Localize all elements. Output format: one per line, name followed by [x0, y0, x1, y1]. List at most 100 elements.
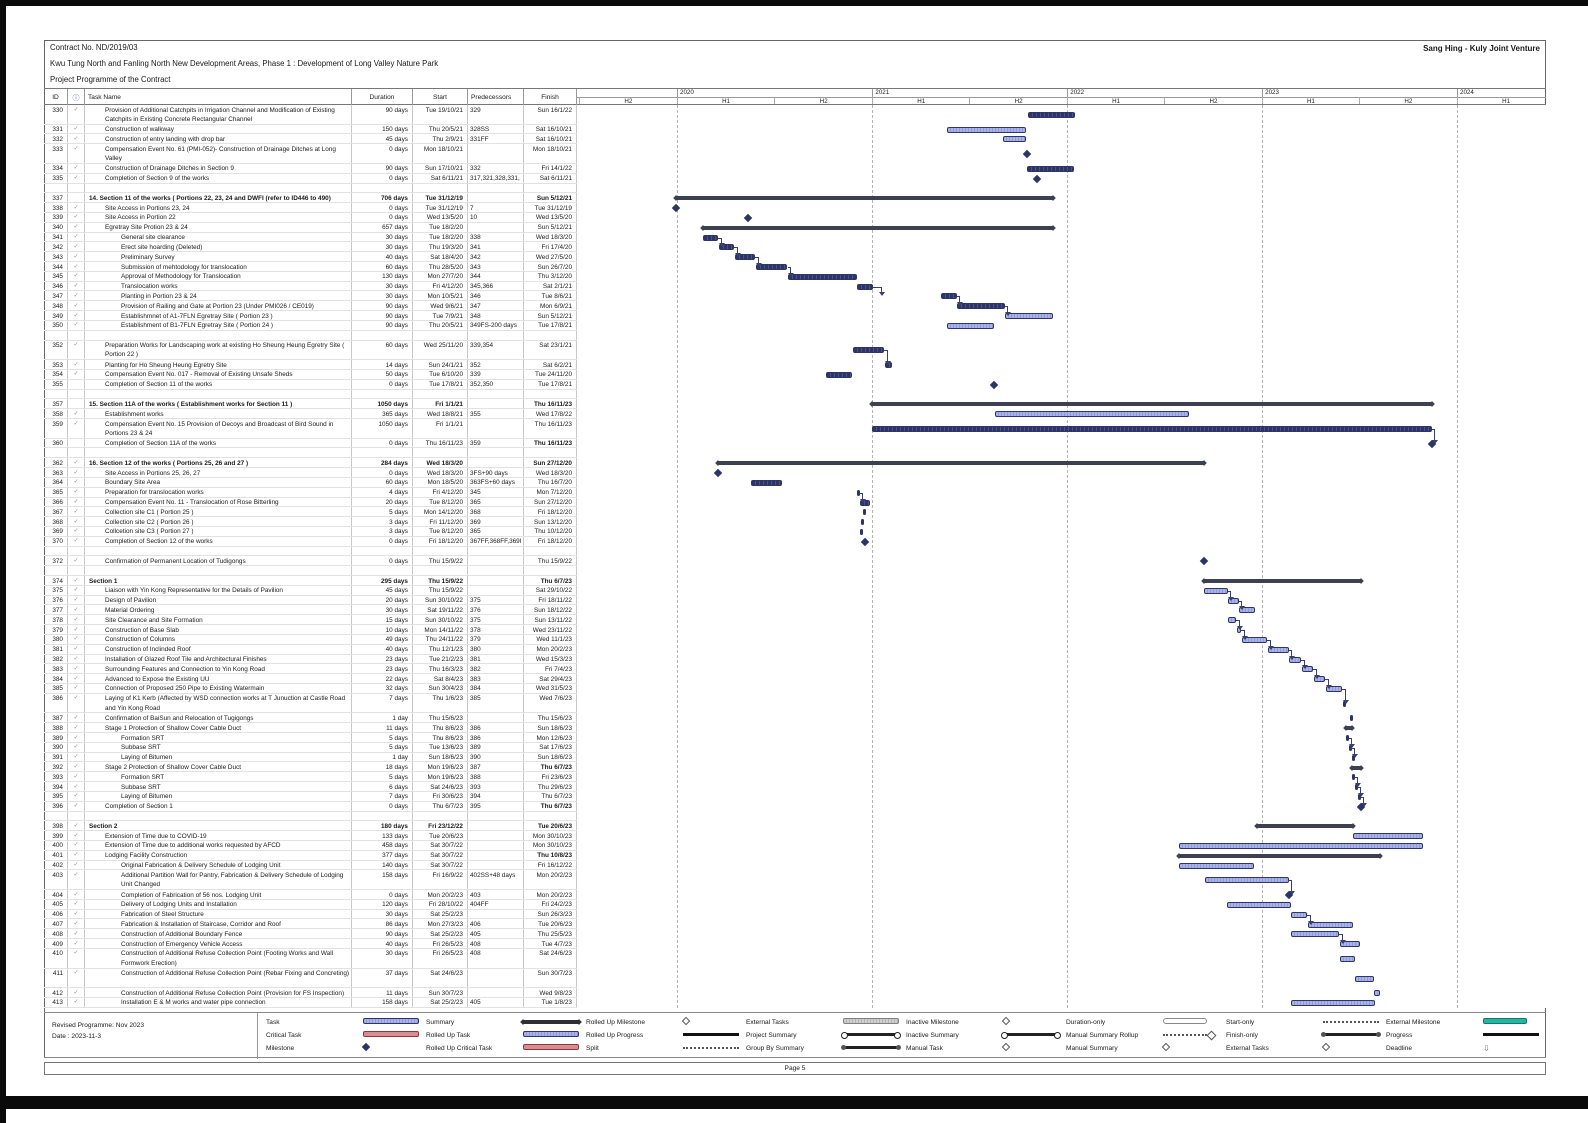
table-row: 332 ✓ Construction of entry landing with d… [44, 134, 577, 145]
task-name-cell: Translocation works [85, 281, 352, 291]
table-row: 333 ✓ Compensation Event No. 61 (PMI-052)-… [44, 144, 577, 164]
table-row: 358 ✓ Establishment works 365 days Wed 18/8/… [44, 409, 577, 419]
task-finish-cell: Sun 5/12/21 [524, 193, 577, 203]
page-number: Page 5 [784, 1065, 806, 1072]
task-finish-cell: Thu 25/5/23 [524, 929, 577, 939]
task-start-cell: Sat 24/6/23 [413, 782, 468, 791]
task-check-indicator: ✓ [68, 625, 85, 634]
task-name-cell [85, 448, 352, 458]
column-header-finish: Finish [524, 89, 577, 106]
task-id-cell: 365 [44, 487, 68, 497]
company-name: Sang Hing - Kuly Joint Venture [1423, 44, 1540, 53]
gantt-task-bar [750, 479, 783, 486]
link-line-h [1354, 777, 1359, 779]
link-arrow [1289, 655, 1296, 660]
scan-edge-top [0, 0, 1588, 6]
task-start-cell: Wed 13/5/20 [413, 212, 468, 222]
task-predecessors-cell: 344 [468, 271, 524, 281]
link-arrow [1307, 920, 1314, 925]
task-check-indicator: ✓ [68, 615, 85, 625]
task-predecessors-cell: 382 [468, 664, 524, 674]
task-name-cell: Formation SRT [85, 733, 352, 742]
table-row: 394 ✓ Subbase SRT 6 days Sat 24/6/23 393 Thu 2… [44, 782, 577, 792]
task-start-cell: Fri 30/6/23 [413, 791, 468, 801]
task-start-cell: Wed 18/3/20 [413, 458, 468, 468]
gantt-chart-area [577, 105, 1546, 1008]
link-line-h [755, 257, 759, 259]
task-id-cell: 360 [44, 438, 68, 448]
task-start-cell: Sat 25/2/23 [413, 909, 468, 919]
task-predecessors-cell: 359 [468, 438, 524, 448]
task-predecessors-cell: 403 [468, 890, 524, 899]
task-finish-cell: Sun 5/12/21 [524, 311, 577, 320]
task-name-cell: Laying of Bitumen [85, 791, 352, 801]
task-id-cell: 343 [44, 252, 68, 261]
task-duration-cell: 5 days [352, 733, 413, 742]
task-predecessors-cell [468, 821, 524, 831]
task-id-cell: 369 [44, 526, 68, 536]
task-duration-cell: 90 days [352, 311, 413, 320]
task-start-cell: Thu 8/6/23 [413, 723, 468, 732]
task-finish-cell: Wed 7/6/23 [524, 693, 577, 713]
task-check-indicator: ✓ [68, 870, 85, 889]
task-id-cell: 359 [44, 419, 68, 438]
programme-subtitle: Project Programme of the Contract [50, 75, 171, 84]
timeline-half-year-label: H1 [1457, 97, 1546, 104]
task-check-indicator [68, 379, 85, 389]
link-arrow [734, 253, 741, 258]
task-finish-cell: Wed 18/3/20 [524, 232, 577, 242]
link-arrow [1241, 635, 1248, 640]
gantt-task-bar [872, 425, 1433, 432]
table-row: 369 ✓ Collcetion site C3 ( Portion 27 ) 3 d… [44, 526, 577, 537]
task-name-cell: Original Fabrication & Delivery Schedule… [85, 860, 352, 870]
task-id-cell: 331 [44, 124, 68, 134]
task-start-cell: Sat 25/2/23 [413, 997, 468, 1007]
task-check-indicator [68, 546, 85, 556]
task-predecessors-cell [468, 556, 524, 566]
task-finish-cell: Thu 6/7/23 [524, 576, 577, 585]
task-predecessors-cell: 345,366 [468, 281, 524, 291]
task-duration-cell: 7 days [352, 791, 413, 801]
year-gridline [677, 105, 678, 1008]
task-finish-cell: Mon 20/2/23 [524, 890, 577, 899]
link-line-h [1361, 796, 1365, 798]
task-finish-cell: Wed 11/1/23 [524, 634, 577, 644]
task-id-cell [44, 183, 68, 193]
link-line-v [758, 257, 759, 263]
task-predecessors-cell: 349FS-200 days [468, 320, 524, 330]
task-check-indicator: ✓ [68, 468, 85, 477]
task-finish-cell: Sat 6/2/21 [524, 360, 577, 369]
task-duration-cell [352, 389, 413, 399]
gantt-task-bar [734, 254, 756, 261]
gantt-task-bar [1291, 1000, 1376, 1007]
task-predecessors-cell [468, 399, 524, 409]
link-line-v [1363, 796, 1365, 803]
legend-swatch-barwhite [1163, 1018, 1207, 1024]
legend-label: Inactive Summary [906, 1032, 959, 1039]
task-finish-cell: Mon 30/10/23 [524, 831, 577, 840]
task-predecessors-cell [468, 840, 524, 850]
task-id-cell: 370 [44, 536, 68, 546]
task-duration-cell: 11 days [352, 988, 413, 997]
link-arrow [1005, 312, 1012, 317]
table-row: 366 ✓ Compensation Event No. 11 - Transloc… [44, 497, 577, 508]
task-finish-cell: Tue 17/8/21 [524, 379, 577, 389]
task-finish-cell: Sat 29/10/22 [524, 585, 577, 595]
legend-label: Task [266, 1019, 280, 1026]
gantt-task-bar [1307, 921, 1353, 928]
task-id-cell: 398 [44, 821, 68, 831]
task-check-indicator: ✓ [68, 772, 85, 782]
legend-label: Rolled Up Progress [586, 1032, 644, 1039]
task-finish-cell: Fri 24/2/23 [524, 899, 577, 909]
task-id-cell: 396 [44, 801, 68, 811]
task-id-cell [44, 566, 68, 575]
gantt-task-bar [946, 322, 995, 329]
task-duration-cell: 40 days [352, 644, 413, 654]
task-id-cell: 381 [44, 644, 68, 654]
gantt-task-bar [1227, 901, 1291, 908]
task-id-cell: 354 [44, 369, 68, 379]
table-row: 357 15. Section 11A of the works ( Establ… [44, 399, 577, 410]
link-line-v [1351, 738, 1353, 744]
task-name-cell: Construction of Additional Refuse Collec… [85, 988, 352, 997]
task-name-cell: Extension of Time due to COVID-19 [85, 831, 352, 840]
